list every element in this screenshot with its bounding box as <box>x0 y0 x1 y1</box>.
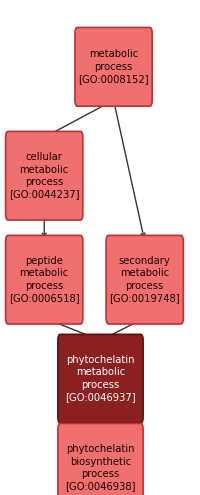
Text: metabolic
process
[GO:0008152]: metabolic process [GO:0008152] <box>78 50 148 84</box>
Text: phytochelatin
biosynthetic
process
[GO:0046938]: phytochelatin biosynthetic process [GO:0… <box>65 444 135 492</box>
FancyBboxPatch shape <box>6 236 82 324</box>
FancyBboxPatch shape <box>6 132 82 220</box>
Text: cellular
metabolic
process
[GO:0044237]: cellular metabolic process [GO:0044237] <box>9 152 79 199</box>
Text: phytochelatin
metabolic
process
[GO:0046937]: phytochelatin metabolic process [GO:0046… <box>65 355 135 402</box>
Text: secondary
metabolic
process
[GO:0019748]: secondary metabolic process [GO:0019748] <box>109 256 179 303</box>
Text: peptide
metabolic
process
[GO:0006518]: peptide metabolic process [GO:0006518] <box>9 256 79 303</box>
FancyBboxPatch shape <box>58 424 142 495</box>
FancyBboxPatch shape <box>106 236 182 324</box>
FancyBboxPatch shape <box>75 28 151 106</box>
FancyBboxPatch shape <box>58 335 142 423</box>
